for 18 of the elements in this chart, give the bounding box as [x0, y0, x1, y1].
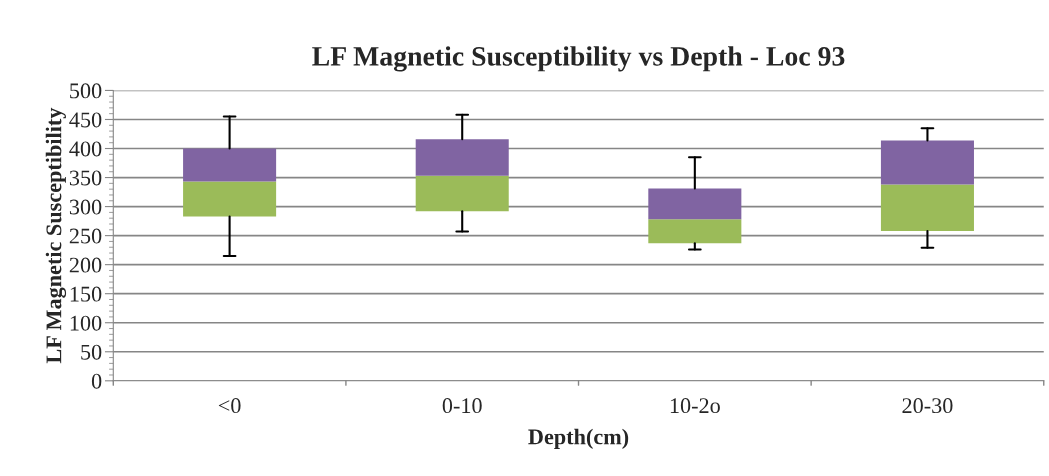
y-tick-label: 0 — [91, 373, 102, 389]
x-tick-label: <0 — [218, 398, 241, 414]
y-tick-label: 150 — [70, 286, 102, 302]
chart-title: LF Magnetic Susceptibility vs Depth - Loc 93 — [312, 46, 845, 72]
y-tick-label: 250 — [69, 228, 102, 244]
x-axis-title: Depth(cm) — [528, 428, 629, 449]
y-tick-label: 350 — [69, 170, 102, 186]
y-tick-label: 450 — [69, 112, 102, 128]
x-tick-label: 20-30 — [902, 398, 953, 414]
y-tick-label: 200 — [69, 257, 102, 273]
y-tick-label: 300 — [69, 199, 102, 215]
y-tick-label: 50 — [81, 344, 102, 360]
y-tick-label: 100 — [70, 315, 102, 331]
x-tick-label: 0-10 — [442, 398, 482, 414]
y-axis-title: LF Magnetic Susceptibility — [45, 107, 67, 364]
y-tick-label: 400 — [69, 141, 102, 157]
x-tick-label: 10-2o — [670, 398, 720, 414]
y-tick-label: 500 — [70, 83, 102, 99]
